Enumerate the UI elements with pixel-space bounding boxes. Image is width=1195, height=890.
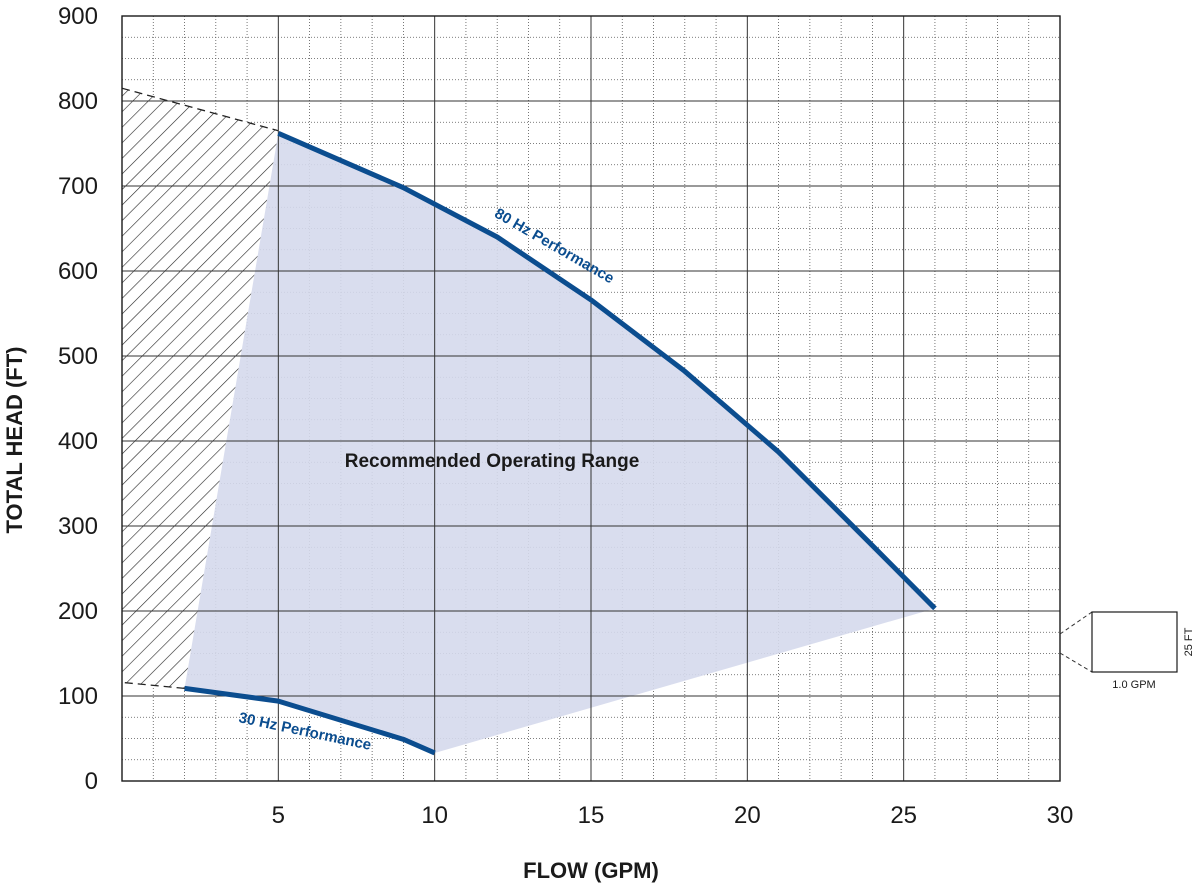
series-line-80hz [277, 131, 937, 611]
scale-y-label: 25 FT [1183, 627, 1195, 656]
y-tick-label: 700 [58, 173, 98, 200]
y-tick-label: 200 [58, 598, 98, 625]
hatched-region-bottom-edge [122, 681, 185, 689]
y-axis-title: TOTAL HEAD (FT) [2, 347, 27, 534]
y-tick-label: 500 [58, 343, 98, 370]
x-tick-label: 10 [421, 802, 448, 829]
hatched-region-layer [122, 87, 279, 689]
y-tick-label: 0 [85, 768, 98, 795]
y-tick-label: 300 [58, 513, 98, 540]
region-label: Recommended Operating Range [345, 451, 640, 472]
x-tick-label: 30 [1047, 802, 1074, 829]
plot-border [121, 15, 1061, 782]
y-tick-label: 100 [58, 683, 98, 710]
curves-layer [184, 131, 937, 756]
x-tick-label: 5 [272, 802, 285, 829]
plot-frame [121, 15, 1061, 782]
x-tick-label: 25 [890, 802, 917, 829]
y-tick-label: 800 [58, 88, 98, 115]
y-tick-label: 600 [58, 258, 98, 285]
x-axis-title: FLOW (GPM) [523, 858, 659, 883]
y-tick-label: 400 [58, 428, 98, 455]
scale-box [1091, 611, 1178, 673]
scale-reference: 1.0 GPM 25 FT [1059, 611, 1195, 691]
scale-connector-top [1059, 611, 1093, 635]
hatched-region-top-edge [122, 87, 279, 132]
y-tick-label: 900 [58, 3, 98, 30]
major-grid [122, 16, 1060, 781]
scale-x-label: 1.0 GPM [1112, 679, 1155, 691]
x-tick-label: 15 [578, 802, 605, 829]
series-line-30hz [184, 685, 436, 756]
scale-connector-bottom [1059, 652, 1093, 673]
hatched-region [122, 88, 279, 689]
x-tick-label: 20 [734, 802, 761, 829]
